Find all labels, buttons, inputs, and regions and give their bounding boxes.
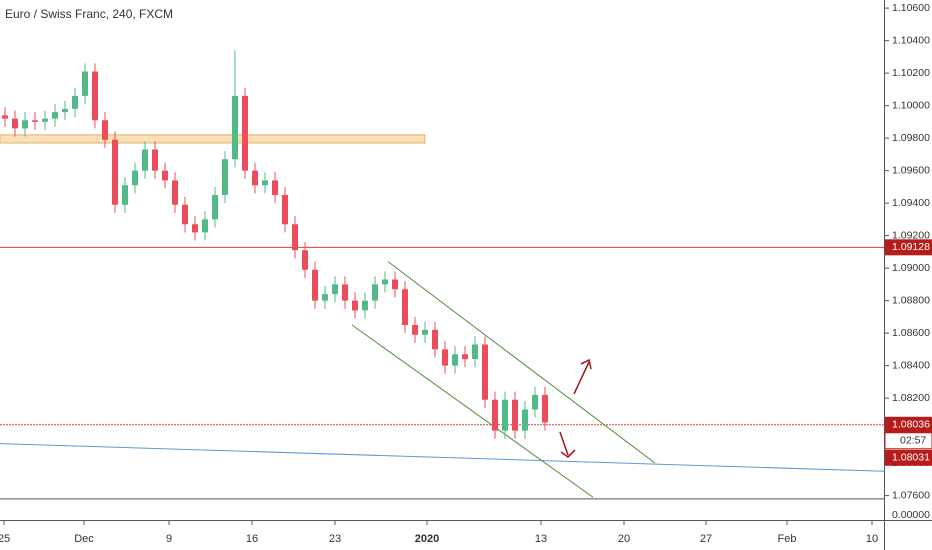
y-tick-label: 1.08200: [892, 392, 930, 404]
candle-body: [522, 409, 528, 431]
candle-body: [472, 344, 478, 360]
candle-body: [272, 180, 278, 195]
candle-body: [322, 294, 328, 301]
price-label: 1.08036: [892, 419, 930, 431]
candle-body: [192, 224, 198, 233]
candle-body: [232, 95, 238, 160]
x-tick-label: 27: [700, 533, 712, 545]
candle-body: [412, 325, 418, 335]
price-label-box: [885, 416, 932, 433]
candle-body: [452, 354, 458, 366]
x-tick-label: Feb: [778, 533, 797, 545]
down-arrow: [559, 431, 576, 459]
candle-body: [462, 354, 468, 360]
axis-extra-label: 0.00000: [892, 509, 930, 521]
candle-body: [162, 170, 168, 181]
candle-body: [132, 170, 138, 186]
candle-body: [32, 120, 38, 122]
candle-body: [482, 344, 488, 400]
candle-body: [392, 279, 398, 290]
candle-body: [432, 329, 438, 350]
candle-body: [42, 118, 48, 122]
price-label-box: [885, 239, 932, 256]
candle-body: [302, 250, 308, 270]
candle-body: [492, 399, 498, 431]
candle-body: [172, 180, 178, 205]
x-tick-label: 16: [246, 533, 258, 545]
x-tick-label: 13: [535, 533, 547, 545]
trendline: [0, 443, 885, 472]
candle-body: [242, 95, 248, 171]
y-tick-label: 1.09200: [892, 229, 930, 241]
countdown-box: [884, 432, 932, 450]
candle-body: [142, 149, 148, 171]
candle-body: [72, 95, 78, 109]
candle-body: [332, 284, 338, 295]
candle-body: [62, 108, 68, 113]
candle-body: [362, 300, 368, 311]
candle-body: [12, 118, 18, 129]
candle-body: [442, 349, 448, 366]
chart-title: Euro / Swiss Franc, 240, FXCM: [5, 7, 173, 21]
candle-body: [372, 284, 378, 301]
last-price: 1.08031: [892, 452, 930, 464]
candle-body: [282, 195, 288, 225]
up-arrow: [573, 358, 592, 395]
candle-body: [252, 170, 258, 186]
y-tick-label: 1.08600: [892, 327, 930, 339]
candle-body: [182, 204, 188, 225]
x-tick-label: 23: [329, 533, 341, 545]
y-tick-label: 1.10400: [892, 34, 930, 46]
candle-body: [502, 399, 508, 431]
candle-body: [212, 195, 218, 220]
y-tick-label: 1.09800: [892, 132, 930, 144]
y-tick-label: 1.10600: [892, 2, 930, 14]
candle-body: [122, 185, 128, 205]
y-tick-label: 1.08800: [892, 294, 930, 306]
y-tick-label: 1.10000: [892, 99, 930, 111]
candle-body: [82, 71, 88, 96]
candle-body: [292, 224, 298, 251]
candle-body: [262, 180, 268, 186]
x-tick-label: 2020: [415, 533, 439, 545]
y-tick-label: 1.09600: [892, 164, 930, 176]
candle-body: [512, 399, 518, 431]
candle-body: [92, 71, 98, 121]
candle-body: [382, 279, 388, 285]
trendline: [351, 324, 594, 498]
price-label: 1.09128: [892, 241, 930, 253]
candle-body: [422, 329, 428, 335]
candle-body: [52, 112, 58, 119]
candle-body: [312, 269, 318, 301]
candle-body: [22, 120, 28, 129]
candle-body: [402, 289, 408, 325]
countdown: 02:57: [900, 435, 926, 447]
plot: [0, 50, 885, 500]
candle-body: [532, 394, 538, 410]
y-tick-label: 1.09000: [892, 262, 930, 274]
x-tick-label: 25: [0, 533, 10, 545]
y-tick-label: 1.09400: [892, 197, 930, 209]
trendline: [387, 261, 656, 464]
x-tick-label: 10: [866, 533, 878, 545]
candle-body: [342, 284, 348, 301]
x-tick-label: Dec: [74, 533, 94, 545]
y-tick-label: 1.07600: [892, 489, 930, 501]
y-tick-label: 1.08400: [892, 359, 930, 371]
candle-body: [2, 115, 8, 119]
candle-body: [222, 159, 228, 195]
x-tick-label: 20: [618, 533, 630, 545]
y-tick-label: 1.10200: [892, 67, 930, 79]
candle-body: [102, 120, 108, 140]
candle-body: [202, 219, 208, 233]
last-price-box: [885, 449, 932, 466]
candle-body: [112, 139, 118, 205]
x-tick-label: 9: [166, 533, 172, 545]
resistance-zone: [0, 134, 426, 144]
candle-body: [352, 300, 358, 311]
candle-body: [152, 149, 158, 171]
candle-body: [542, 394, 548, 423]
